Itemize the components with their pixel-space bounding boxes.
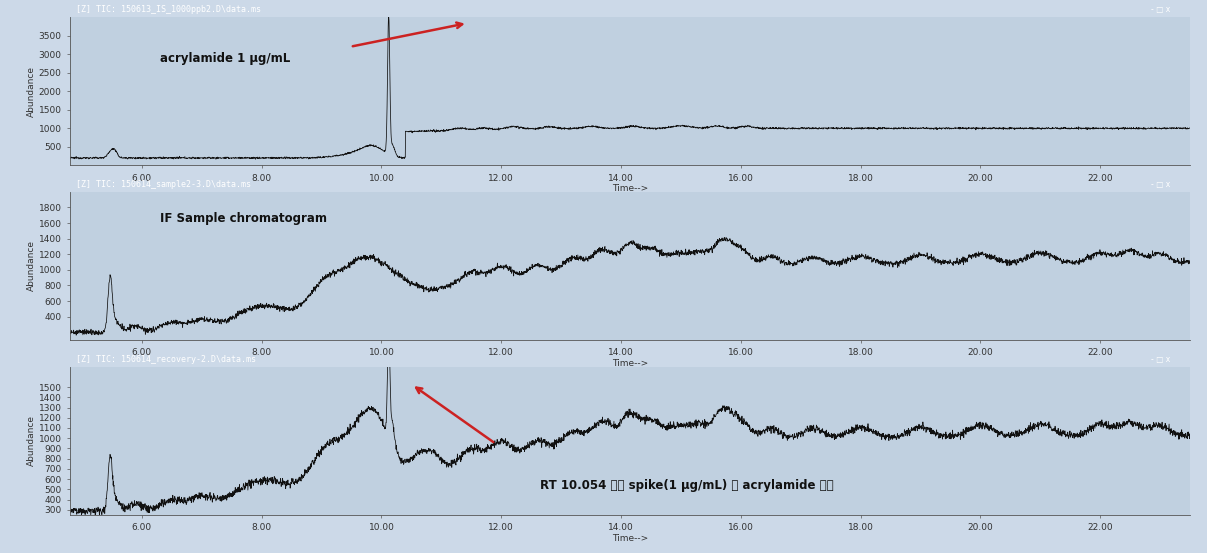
- Text: [Z] TIC: 150614_recovery-2.D\data.ms: [Z] TIC: 150614_recovery-2.D\data.ms: [76, 355, 256, 364]
- Text: - □ x: - □ x: [1150, 355, 1170, 364]
- X-axis label: Time-->: Time-->: [612, 184, 648, 193]
- Text: IF Sample chromatogram: IF Sample chromatogram: [159, 212, 327, 225]
- Text: [Z] TIC: 150614_sample2-3.D\data.ms: [Z] TIC: 150614_sample2-3.D\data.ms: [76, 180, 251, 189]
- X-axis label: Time-->: Time-->: [612, 534, 648, 542]
- Text: acrylamide 1 μg/mL: acrylamide 1 μg/mL: [159, 52, 290, 65]
- Text: RT 10.054 에서 spike(1 μg/mL) 된 acrylamide 검출: RT 10.054 에서 spike(1 μg/mL) 된 acrylamide…: [541, 479, 834, 492]
- Y-axis label: Abundance: Abundance: [27, 241, 36, 291]
- Text: [Z] TIC: 150613_IS_1000ppb2.D\data.ms: [Z] TIC: 150613_IS_1000ppb2.D\data.ms: [76, 6, 261, 14]
- X-axis label: Time-->: Time-->: [612, 359, 648, 368]
- Y-axis label: Abundance: Abundance: [27, 415, 36, 466]
- Y-axis label: Abundance: Abundance: [27, 66, 36, 117]
- Text: - □ x: - □ x: [1150, 180, 1170, 189]
- Text: - □ x: - □ x: [1150, 6, 1170, 14]
